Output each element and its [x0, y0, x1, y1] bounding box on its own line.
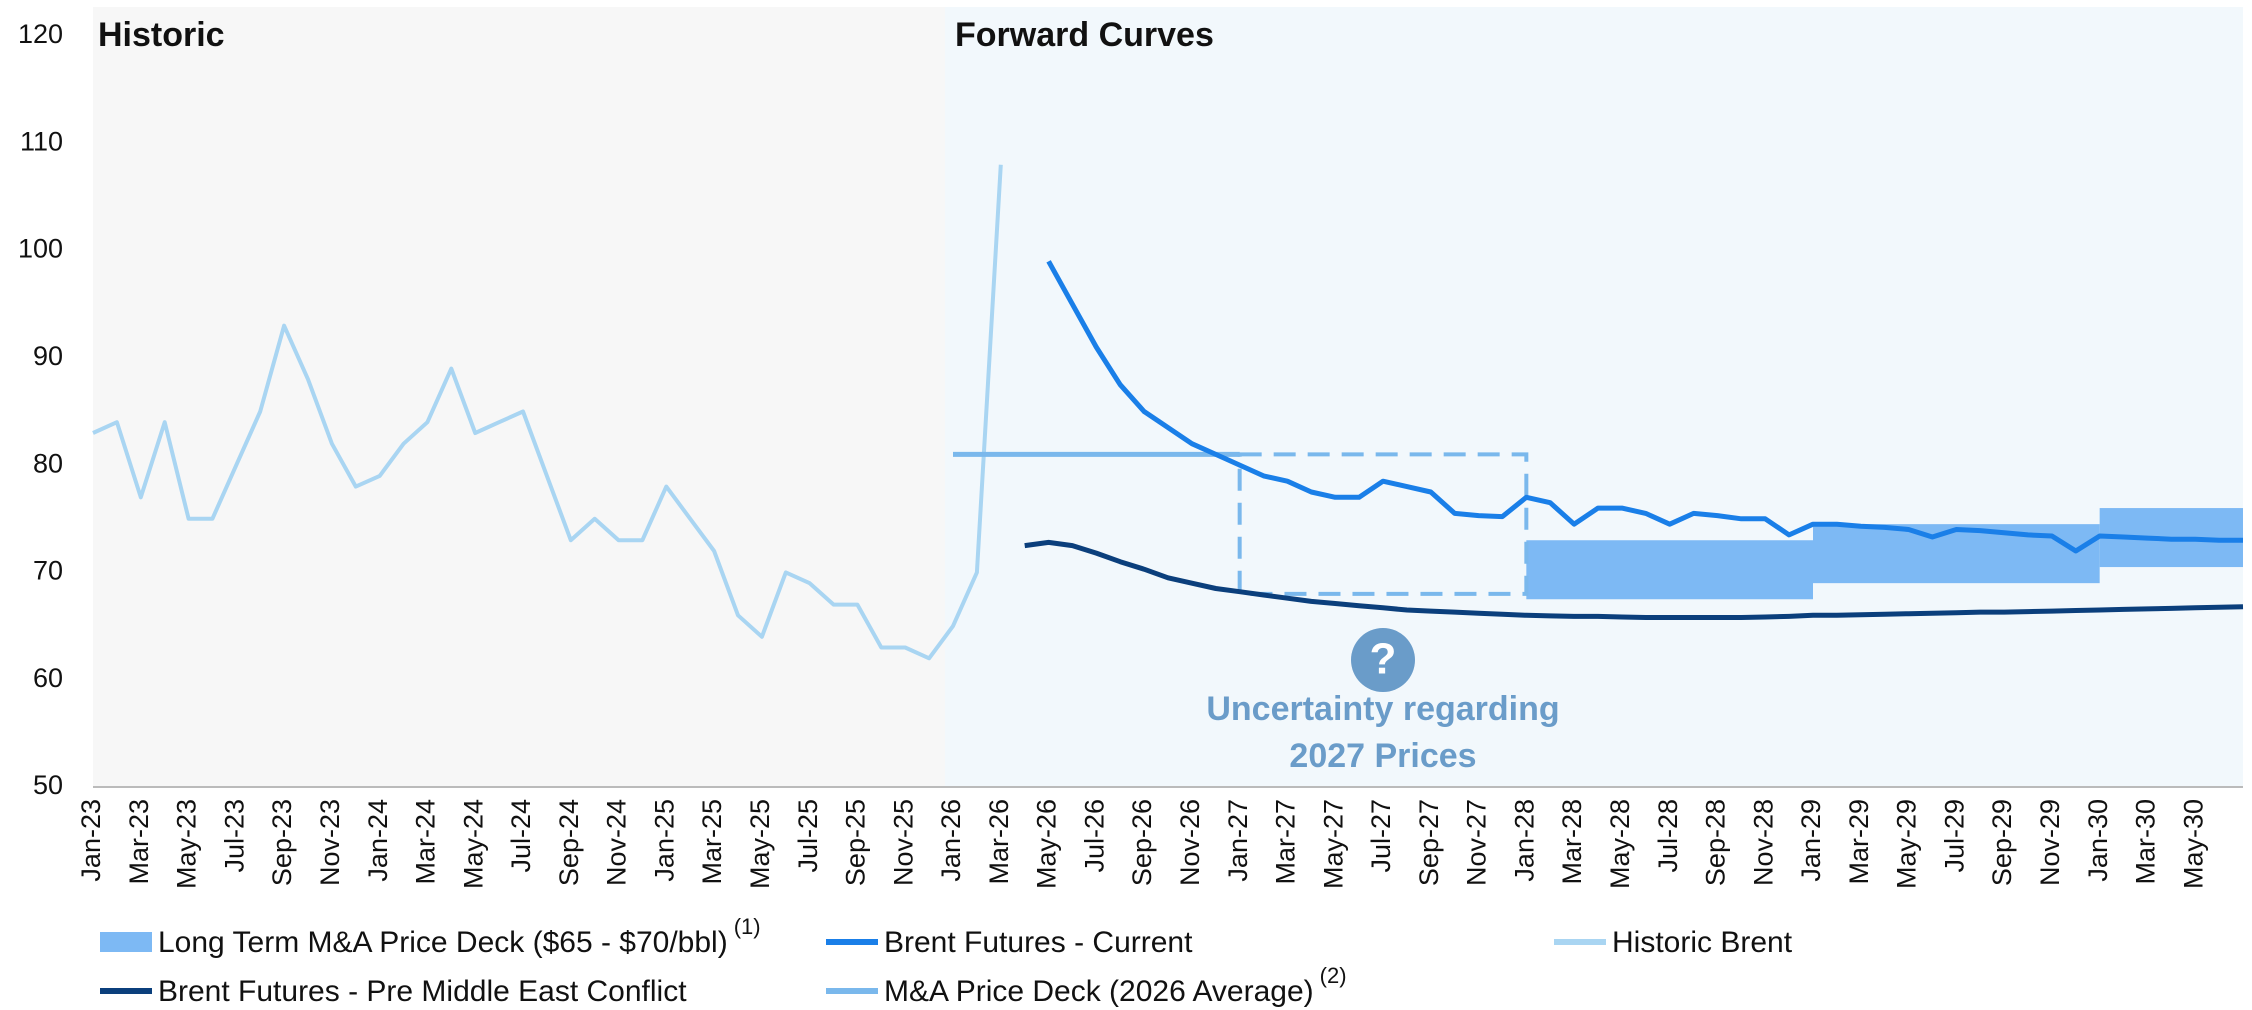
x-tick-label: Sep-27 [1414, 799, 1444, 886]
x-tick-label: Jul-26 [1079, 799, 1109, 873]
y-tick-label: 80 [33, 448, 63, 478]
y-tick-label: 90 [33, 341, 63, 371]
x-tick-label: Nov-24 [602, 799, 632, 886]
legend-label: Historic Brent [1612, 926, 1793, 959]
x-tick-label: Jan-25 [649, 799, 679, 882]
x-tick-label: Mar-29 [1844, 799, 1874, 885]
y-tick-label: 110 [20, 126, 63, 156]
x-tick-label: Mar-30 [2131, 799, 2161, 885]
x-tick-label: May-24 [458, 799, 488, 889]
legend-label: Brent Futures - Pre Middle East Conflict [158, 975, 687, 1008]
x-tick-label: Sep-26 [1127, 799, 1157, 886]
series-line [1024, 539, 2244, 620]
x-tick-label: May-25 [745, 799, 775, 889]
x-tick-label: Jul-29 [1939, 799, 1969, 873]
y-tick-label: 50 [33, 770, 63, 800]
x-tick-label: Mar-23 [124, 799, 154, 885]
annotation-text: 2027 Prices [1289, 737, 1476, 775]
uncertainty-box [1237, 452, 1529, 596]
x-tick-label: Mar-28 [1557, 799, 1587, 885]
x-tick-label: Jul-28 [1653, 799, 1683, 873]
x-tick-label: May-28 [1605, 799, 1635, 889]
x-tick-label: Mar-24 [411, 799, 441, 885]
x-tick-label: Sep-29 [1987, 799, 2017, 886]
y-tick-label: 70 [33, 556, 63, 586]
x-tick-label: Mar-26 [984, 799, 1014, 885]
historic-panel [93, 7, 945, 787]
series-line [92, 164, 1003, 661]
panel-title: Historic [98, 16, 225, 54]
x-tick-label: Sep-23 [267, 799, 297, 886]
x-tick-label: Jul-27 [1366, 799, 1396, 873]
x-tick-label: Sep-24 [554, 799, 584, 886]
x-tick-label: Jan-24 [363, 799, 393, 882]
legend-label: Long Term M&A Price Deck ($65 - $70/bbl) [158, 926, 728, 959]
x-tick-label: May-30 [2178, 799, 2208, 889]
x-tick-label: Jan-23 [76, 799, 106, 882]
x-tick-label: Jan-27 [1223, 799, 1253, 882]
legend-label: Brent Futures - Current [884, 926, 1193, 959]
legend-note: (1) [734, 914, 761, 939]
panel-title: Forward Curves [955, 16, 1214, 54]
x-tick-label: May-26 [1032, 799, 1062, 889]
x-tick-label: May-27 [1318, 799, 1348, 889]
x-tick-label: Nov-23 [315, 799, 345, 886]
x-tick-label: May-29 [1892, 799, 1922, 889]
x-tick-label: Sep-25 [841, 799, 871, 886]
x-tick-label: Jan-29 [1796, 799, 1826, 882]
x-tick-label: Jan-28 [1509, 799, 1539, 882]
y-tick-label: 60 [33, 663, 63, 693]
legend-note: (2) [1320, 963, 1347, 988]
x-tick-label: Jul-25 [793, 799, 823, 873]
price-deck-band [1526, 540, 1813, 600]
x-tick-label: Nov-28 [1748, 799, 1778, 886]
x-tick-label: Sep-28 [1701, 799, 1731, 886]
x-tick-label: Jul-23 [219, 799, 249, 873]
legend-label: M&A Price Deck (2026 Average) [884, 975, 1314, 1008]
annotation-text: Uncertainty regarding [1206, 690, 1559, 728]
x-tick-label: Nov-26 [1175, 799, 1205, 886]
x-tick-label: May-23 [172, 799, 202, 889]
x-tick-label: Jul-24 [506, 799, 536, 873]
y-tick-label: 120 [18, 19, 63, 49]
x-tick-label: Jan-30 [2083, 799, 2113, 882]
x-tick-label: Jan-26 [936, 799, 966, 882]
price-deck-band [1813, 524, 2100, 584]
forward-panel [945, 7, 2243, 787]
series-line [1046, 260, 2243, 554]
x-tick-label: Mar-25 [697, 799, 727, 885]
x-tick-label: Nov-27 [1462, 799, 1492, 886]
x-tick-label: Nov-25 [888, 799, 918, 886]
legend-swatch [100, 932, 152, 952]
question-icon [1351, 628, 1415, 692]
question-mark: ? [1370, 635, 1397, 684]
x-tick-label: Nov-29 [2035, 799, 2065, 886]
y-tick-label: 100 [18, 234, 63, 264]
x-tick-label: Mar-27 [1271, 799, 1301, 885]
